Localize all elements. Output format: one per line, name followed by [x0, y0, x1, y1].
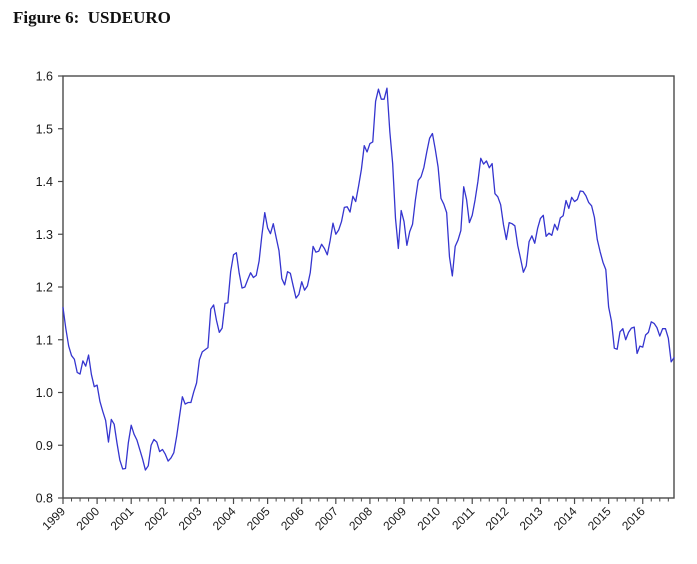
x-axis-tick-label: 2008	[346, 504, 375, 533]
x-axis-tick-label: 1999	[39, 504, 68, 533]
x-axis-tick-label: 2015	[585, 504, 614, 533]
x-axis-tick-label: 2001	[108, 504, 137, 533]
x-axis-tick-label: 2002	[142, 504, 171, 533]
x-axis-tick-label: 2010	[414, 504, 443, 533]
y-axis-tick-label: 0.8	[36, 492, 53, 506]
y-axis-tick-label: 1.5	[36, 122, 53, 136]
x-axis-tick-label: 2011	[449, 504, 477, 532]
x-axis-tick-label: 2003	[176, 504, 205, 533]
y-axis-tick-label: 1.4	[36, 175, 53, 189]
y-axis-tick-label: 1.2	[36, 281, 53, 295]
figure-title: Figure 6: USDEURO	[13, 8, 171, 27]
y-axis-tick-label: 1.6	[36, 70, 53, 84]
y-axis-tick-label: 1.1	[36, 333, 53, 347]
usdeuro-series-line	[62, 87, 675, 471]
x-axis-tick-label: 2007	[312, 504, 341, 533]
x-axis-tick-label: 2013	[517, 504, 546, 533]
x-axis-tick-label: 2006	[278, 504, 307, 533]
x-axis-tick-label: 2004	[210, 504, 239, 533]
x-axis-tick-label: 2012	[483, 504, 512, 533]
x-axis-tick-label: 2000	[73, 504, 102, 533]
x-axis-tick-label: 2009	[380, 504, 409, 533]
y-axis-tick-label: 0.9	[36, 439, 53, 453]
x-axis-tick-label: 2005	[244, 504, 273, 533]
y-axis-tick-label: 1.3	[36, 228, 53, 242]
y-axis-tick-label: 1.0	[36, 386, 53, 400]
x-axis-tick-label: 2014	[551, 504, 580, 533]
plot-frame	[62, 75, 675, 499]
x-axis-tick-label: 2016	[619, 504, 648, 533]
